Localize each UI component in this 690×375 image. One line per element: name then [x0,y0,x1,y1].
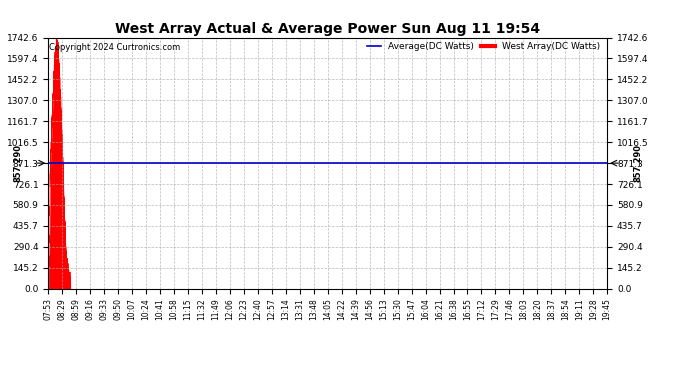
Legend: Average(DC Watts), West Array(DC Watts): Average(DC Watts), West Array(DC Watts) [367,42,600,51]
Text: 857.290: 857.290 [13,144,22,182]
Title: West Array Actual & Average Power Sun Aug 11 19:54: West Array Actual & Average Power Sun Au… [115,22,540,36]
Text: Copyright 2024 Curtronics.com: Copyright 2024 Curtronics.com [50,42,181,51]
Text: 857.290: 857.290 [633,144,642,182]
